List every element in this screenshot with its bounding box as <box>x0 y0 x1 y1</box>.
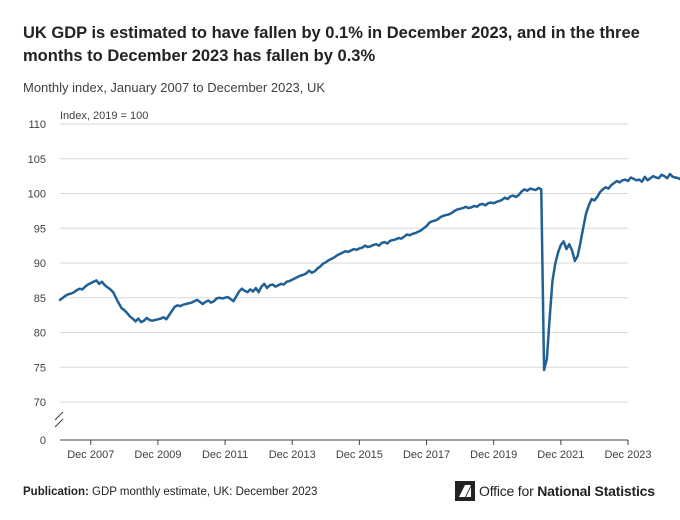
x-tick-label-4: Dec 2015 <box>336 449 383 461</box>
x-tick-label-3: Dec 2013 <box>269 449 316 461</box>
x-tick-label-2: Dec 2011 <box>202 449 248 461</box>
y-tick-label-80: 80 <box>34 328 46 340</box>
y-tick-label-70: 70 <box>34 397 46 409</box>
y-tick-label-95: 95 <box>34 223 46 235</box>
axis-break-gap <box>52 412 66 426</box>
x-tick-label-8: Dec 2023 <box>604 449 651 461</box>
y-axis-label: Index, 2019 = 100 <box>60 110 148 122</box>
x-tick-label-0: Dec 2007 <box>67 449 114 461</box>
x-tick-label-5: Dec 2017 <box>403 449 450 461</box>
axis-break-mark-upper <box>54 411 64 421</box>
ons-logo-text-bold: National Statistics <box>537 483 655 499</box>
ons-logo: Office for National Statistics <box>455 480 655 502</box>
x-axis: Dec 2007 Dec 2009 Dec 2011 Dec 2013 Dec 2015… <box>67 440 652 461</box>
y-tick-label-0: 0 <box>40 435 46 447</box>
series-layer <box>58 172 680 372</box>
ons-logo-text: Office for National Statistics <box>479 483 655 499</box>
series-line-0 <box>58 172 680 372</box>
publication-text: GDP monthly estimate, UK: December 2023 <box>92 486 318 498</box>
footer-source: Publication: GDP monthly estimate, UK: D… <box>23 486 317 498</box>
x-tick-label-6: Dec 2019 <box>470 449 517 461</box>
ons-logo-icon <box>455 481 475 501</box>
y-tick-label-85: 85 <box>34 293 46 305</box>
y-tick-label-100: 100 <box>28 189 46 201</box>
y-tick-label-110: 110 <box>28 119 46 131</box>
y-tick-label-75: 75 <box>34 362 46 374</box>
chart-subtitle: Monthly index, January 2007 to December … <box>23 80 326 95</box>
y-tick-label-90: 90 <box>34 258 46 270</box>
x-tick-label-7: Dec 2021 <box>537 449 584 461</box>
y-tick-labels: 110 105 100 95 90 85 80 75 70 0 <box>28 119 46 447</box>
publication-label: Publication: <box>23 486 89 498</box>
x-tick-label-1: Dec 2009 <box>134 449 181 461</box>
axis-break-mark-lower <box>54 418 64 428</box>
grid-lines <box>60 123 628 441</box>
axis-break <box>52 411 66 428</box>
ons-logo-text-regular: Office for <box>479 483 538 499</box>
chart-title: UK GDP is estimated to have fallen by 0.… <box>23 24 640 65</box>
y-tick-label-105: 105 <box>28 154 46 166</box>
